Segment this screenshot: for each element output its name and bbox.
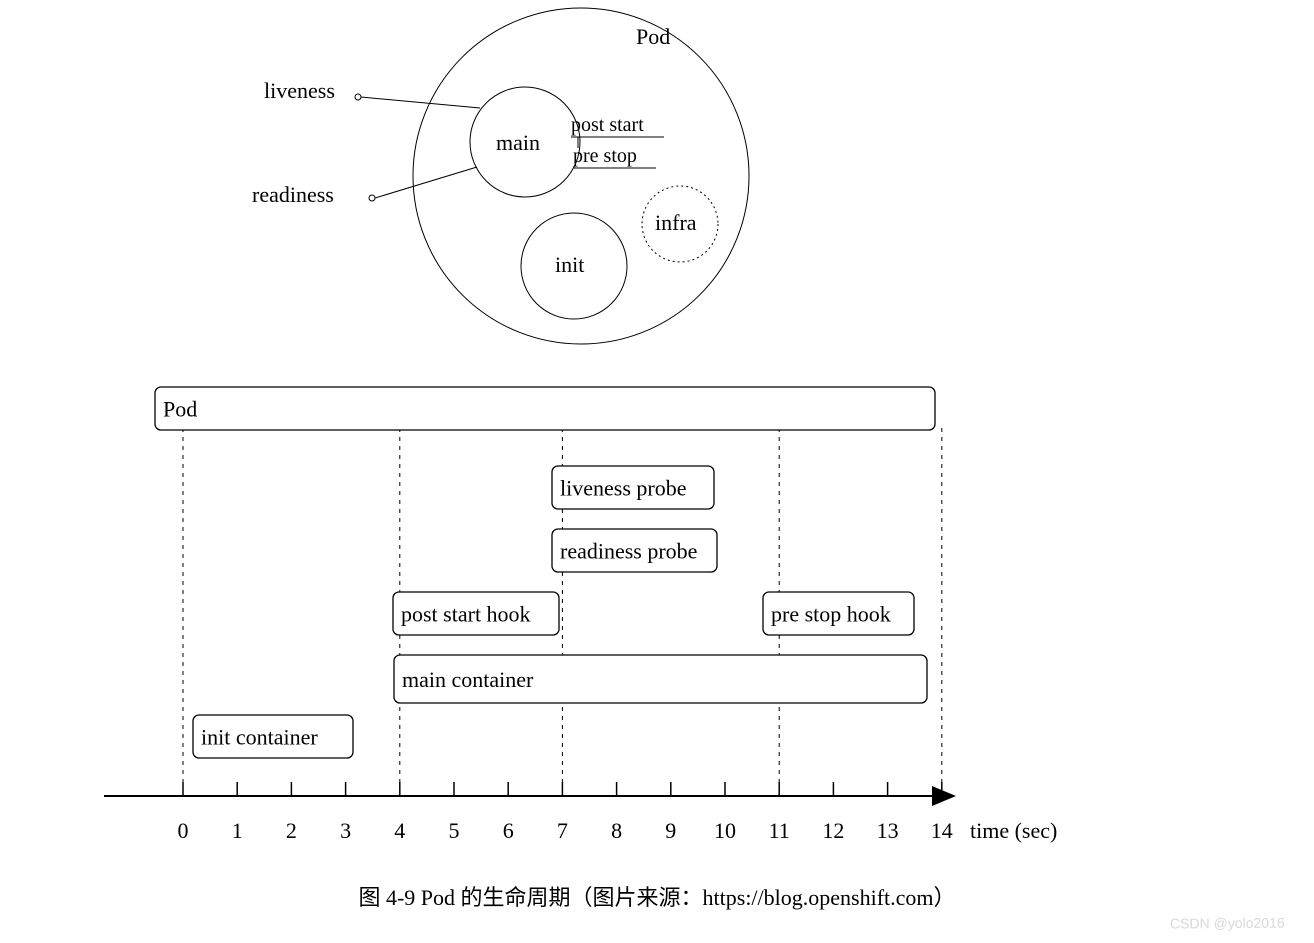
axis-label: time (sec) [970, 818, 1057, 843]
figure-caption: 图 4-9 Pod 的生命周期（图片来源：https://blog.opensh… [0, 880, 1314, 912]
pod-circle-label: Pod [636, 24, 670, 49]
axis-tick-label: 0 [178, 818, 189, 843]
axis-tick-label: 10 [714, 818, 736, 843]
axis-tick-label: 8 [611, 818, 622, 843]
axis-tick-label: 3 [340, 818, 351, 843]
infra-circle-label: infra [655, 210, 697, 235]
liveness-probe-bar-label: liveness probe [560, 476, 686, 501]
main-container-bar-label: main container [402, 667, 534, 692]
axis-tick-label: 9 [665, 818, 676, 843]
readiness-leader-line [375, 167, 477, 198]
liveness-leader-line [361, 97, 480, 108]
axis-tick-label: 11 [769, 818, 790, 843]
post-start-hook-bar-label: post start hook [401, 602, 531, 627]
axis-tick-label: 5 [449, 818, 460, 843]
axis-tick-label: 7 [557, 818, 568, 843]
pod-bar-label: Pod [163, 397, 197, 422]
post-start-label: post start [571, 114, 644, 136]
figure-canvas: { "colors": { "stroke": "#000000", "bg":… [0, 0, 1314, 943]
liveness-dot-icon [355, 94, 361, 100]
readiness-label: readiness [252, 182, 334, 207]
liveness-label: liveness [264, 78, 335, 103]
axis-tick-label: 1 [232, 818, 243, 843]
pod-bar [155, 387, 935, 430]
init-circle-label: init [555, 252, 584, 277]
diagram-svg: Pod main init infra post start pre stop livene… [0, 0, 1314, 943]
axis-tick-label: 6 [503, 818, 514, 843]
readiness-probe-bar-label: readiness probe [560, 539, 697, 564]
axis-tick-label: 13 [877, 818, 899, 843]
axis-tick-label: 14 [931, 818, 953, 843]
readiness-dot-icon [369, 195, 375, 201]
main-circle-label: main [496, 130, 540, 155]
axis-tick-label: 12 [822, 818, 844, 843]
init-container-bar-label: init container [201, 725, 318, 750]
watermark-text: CSDN @yolo2016 [1170, 915, 1285, 932]
axis-tick-label: 2 [286, 818, 297, 843]
pre-stop-hook-bar-label: pre stop hook [771, 602, 891, 627]
pre-stop-label: pre stop [573, 145, 637, 167]
axis-tick-label: 4 [394, 818, 405, 843]
